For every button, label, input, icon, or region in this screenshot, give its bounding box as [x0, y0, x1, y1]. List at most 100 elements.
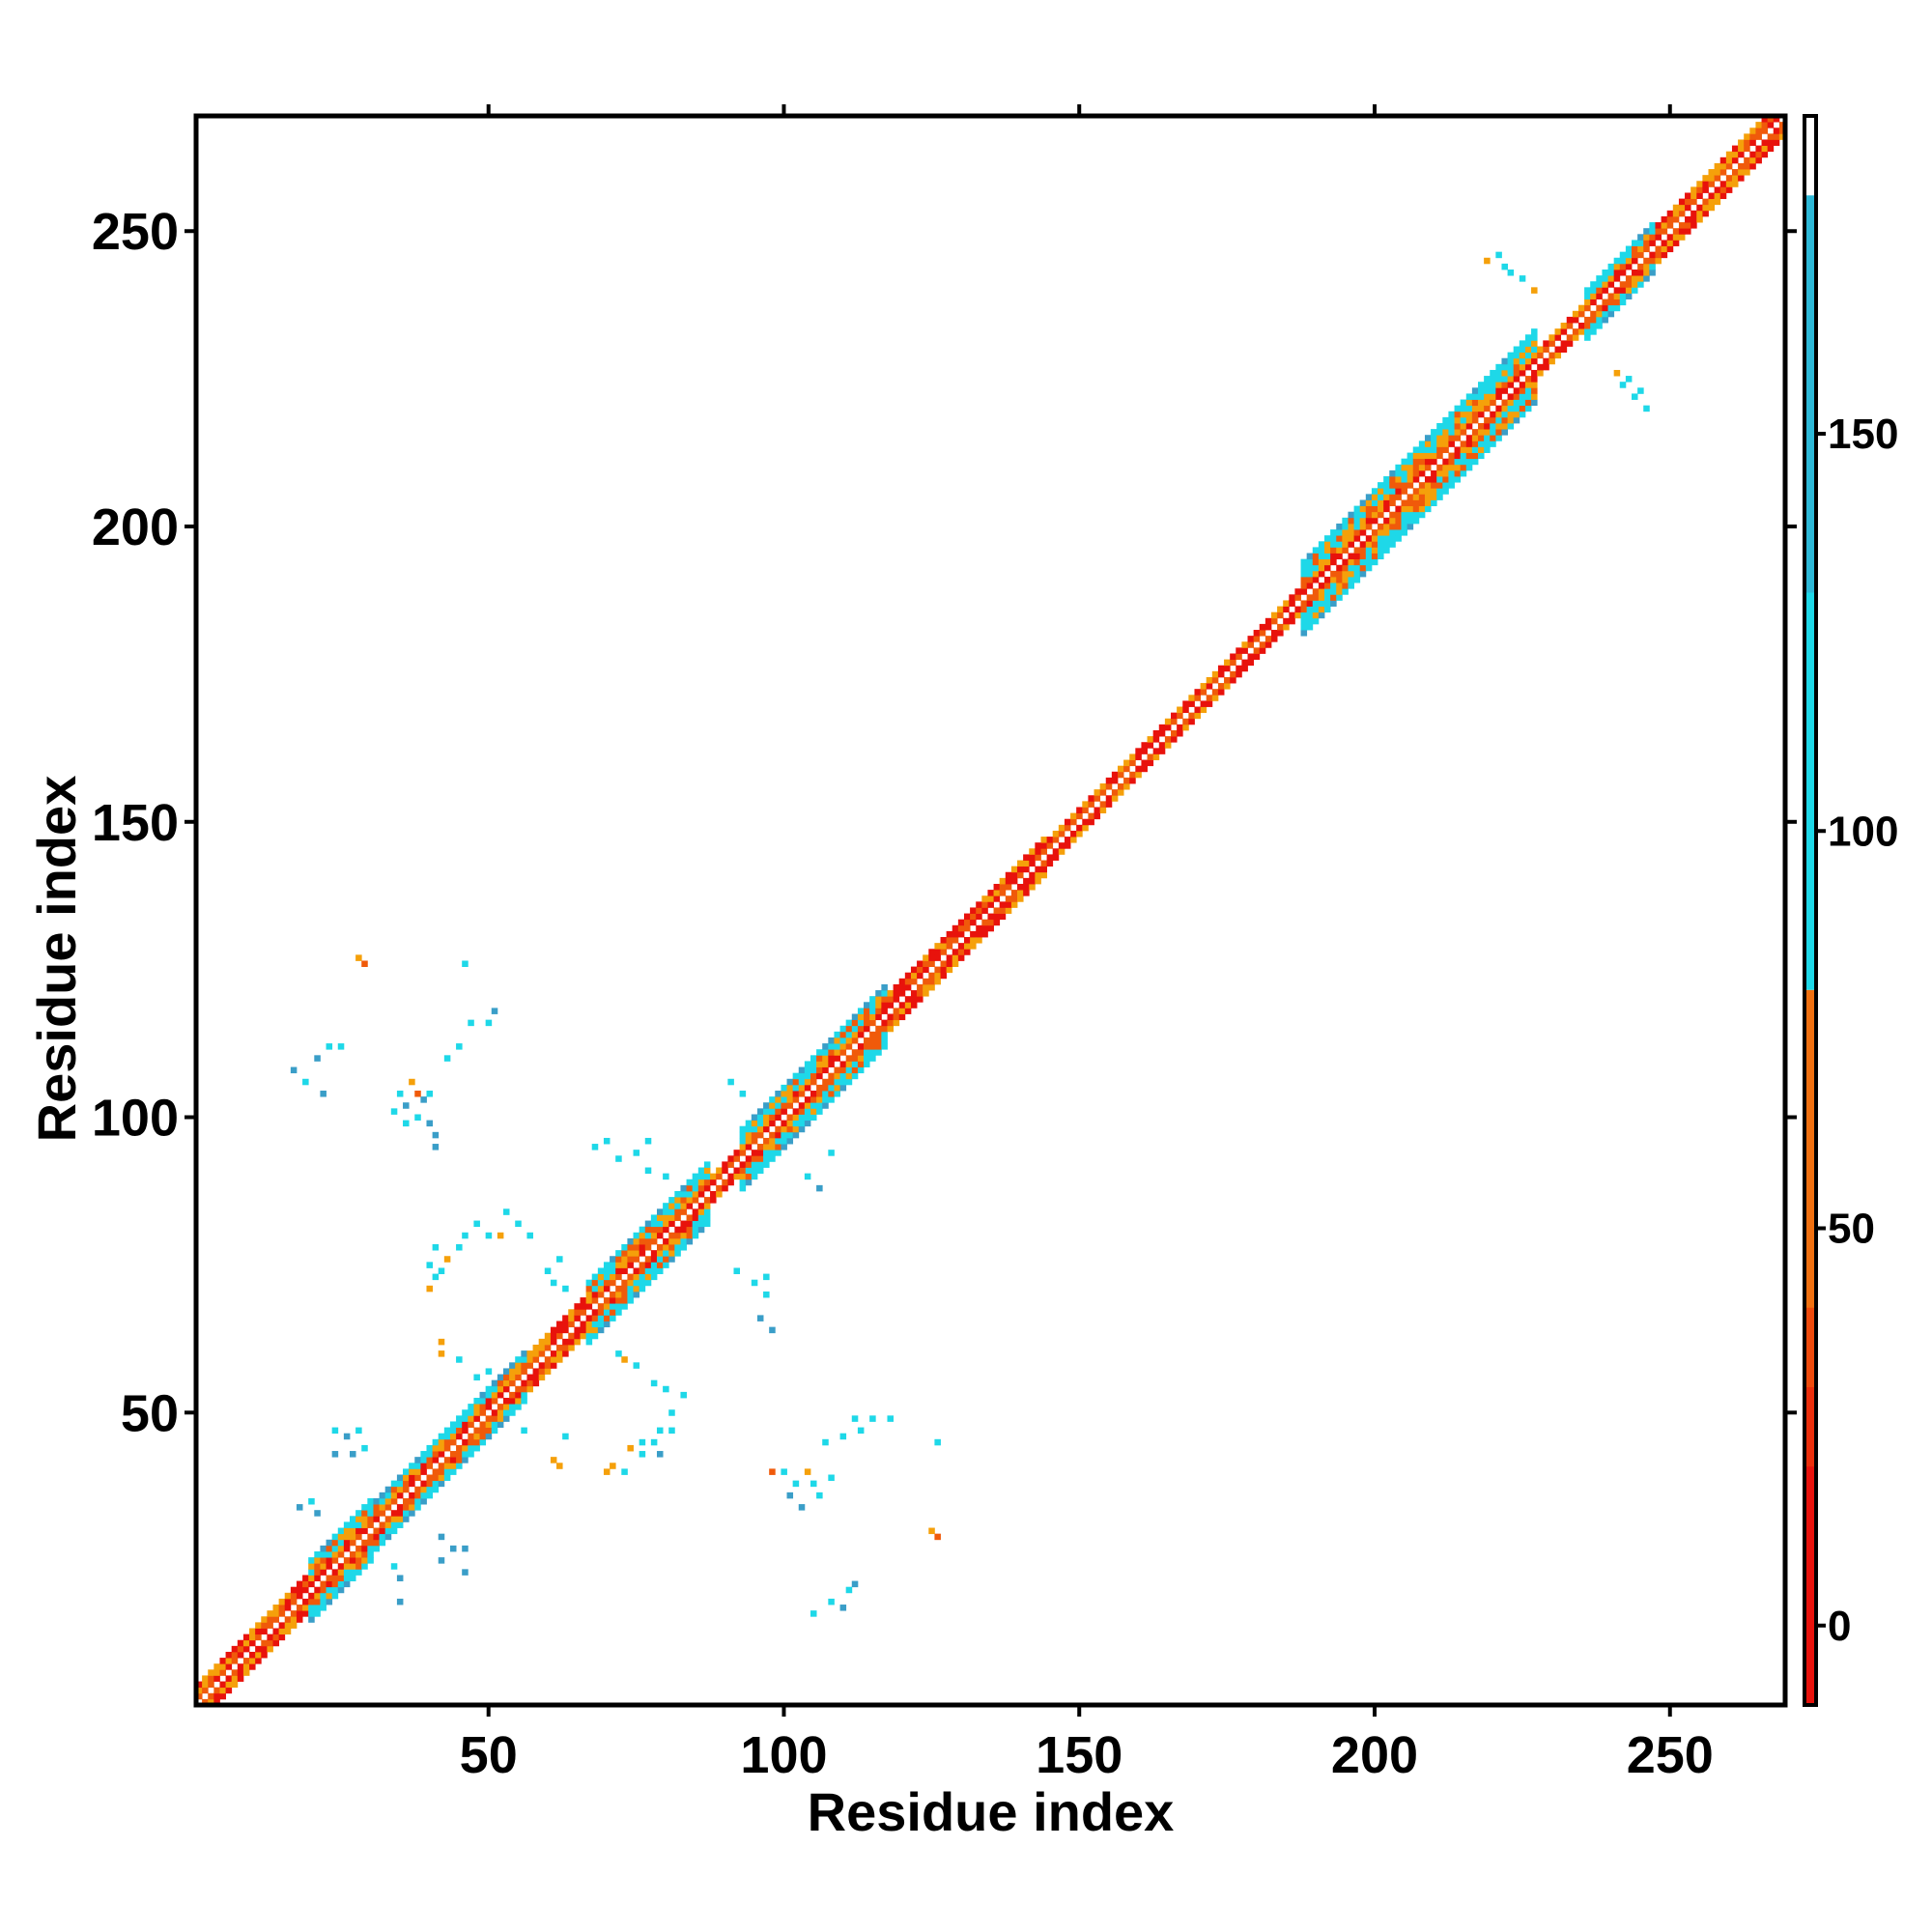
- heatmap-cell: [509, 1374, 516, 1381]
- heatmap-cell: [308, 1575, 315, 1581]
- heatmap-cell: [491, 1379, 498, 1387]
- heatmap-cell: [756, 1108, 764, 1115]
- heatmap-cell: [1164, 718, 1172, 725]
- heatmap-cell: [697, 1167, 705, 1175]
- heatmap-cell: [1324, 606, 1331, 613]
- heatmap-cell: [976, 901, 982, 908]
- heatmap-cell: [1524, 387, 1532, 394]
- heatmap-cell: [361, 1557, 368, 1564]
- heatmap-cell: [816, 1091, 823, 1097]
- heatmap-cell: [1336, 570, 1343, 578]
- heatmap-cell: [1371, 535, 1378, 542]
- heatmap-cell: [1194, 689, 1201, 696]
- heatmap-cell: [674, 1190, 681, 1198]
- heatmap-cell: [792, 1120, 800, 1127]
- heatmap-cell: [1619, 263, 1627, 270]
- heatmap-cell: [443, 1438, 451, 1446]
- x-tick-label: 150: [1036, 1726, 1122, 1784]
- heatmap-cell: [756, 1125, 764, 1133]
- heatmap-cell: [739, 1179, 747, 1186]
- heatmap-cell: [751, 1150, 758, 1156]
- heatmap-cell: [851, 1013, 859, 1021]
- heatmap-cell: [1431, 469, 1437, 477]
- heatmap-cell: [756, 1114, 764, 1121]
- heatmap-cell: [1484, 435, 1491, 441]
- heatmap-cell: [810, 1078, 817, 1086]
- heatmap-cell: [1637, 245, 1644, 253]
- heatmap-cell: [1590, 328, 1597, 335]
- heatmap-cell: [1395, 488, 1402, 495]
- heatmap-cell: [1685, 204, 1691, 212]
- heatmap-cell: [532, 1356, 540, 1363]
- heatmap-cell: [1270, 630, 1278, 637]
- heatmap-cell: [1371, 553, 1378, 560]
- heatmap-cell: [822, 1066, 829, 1074]
- heatmap-cell: [745, 1120, 753, 1127]
- heatmap-cell: [1324, 535, 1331, 542]
- heatmap-cell: [1318, 570, 1325, 578]
- heatmap-cell: [272, 1610, 280, 1617]
- heatmap-cell: [497, 1409, 504, 1416]
- heatmap-cell: [225, 1687, 233, 1694]
- heatmap-cell: [379, 1497, 386, 1505]
- heatmap-cell: [1171, 718, 1178, 725]
- heatmap-cell: [650, 1214, 658, 1221]
- heatmap-cell: [491, 1415, 498, 1422]
- heatmap-cell: [627, 1285, 634, 1293]
- heatmap-cell: [639, 1438, 646, 1446]
- heatmap-cell: [839, 1061, 847, 1067]
- heatmap-cell: [350, 1533, 356, 1541]
- y-tick-label: 200: [92, 498, 179, 556]
- heatmap-cell: [1389, 517, 1396, 525]
- x-tick-label: 50: [460, 1726, 518, 1784]
- heatmap-cell: [1348, 529, 1354, 536]
- heatmap-cell: [562, 1338, 569, 1346]
- heatmap-cell: [722, 1167, 728, 1175]
- heatmap-cell: [1035, 842, 1041, 849]
- heatmap-cell: [1460, 458, 1467, 466]
- heatmap-cell: [538, 1362, 546, 1369]
- heatmap-cell: [1035, 877, 1041, 885]
- heatmap-cell: [272, 1628, 280, 1635]
- heatmap-cell: [272, 1616, 280, 1623]
- heatmap-cell: [963, 913, 971, 921]
- heatmap-cell: [804, 1061, 811, 1067]
- heatmap-cell: [668, 1208, 675, 1215]
- heatmap-cell: [1211, 670, 1219, 678]
- heatmap-cell: [1543, 340, 1549, 347]
- heatmap-cell: [379, 1539, 386, 1547]
- heatmap-cell: [881, 1043, 888, 1050]
- heatmap-cell: [887, 1025, 894, 1033]
- heatmap-cell: [1531, 352, 1538, 359]
- heatmap-cell: [1312, 576, 1320, 583]
- heatmap-cell: [1259, 623, 1266, 631]
- heatmap-cell: [267, 1639, 273, 1647]
- heatmap-cell: [786, 1091, 794, 1097]
- heatmap-cell: [810, 1061, 817, 1067]
- heatmap-cell: [361, 1551, 368, 1558]
- heatmap-cell: [621, 1267, 628, 1274]
- heatmap-cell: [1513, 352, 1520, 359]
- heatmap-cell: [610, 1273, 616, 1281]
- heatmap-cell: [473, 1220, 480, 1228]
- heatmap-cell: [839, 1433, 847, 1440]
- heatmap-cell: [798, 1084, 806, 1092]
- heatmap-cell: [928, 954, 935, 961]
- heatmap-cell: [1436, 488, 1443, 495]
- heatmap-cell: [1029, 871, 1036, 879]
- heatmap-cell: [1471, 411, 1479, 418]
- heatmap-cell: [1685, 192, 1691, 200]
- heatmap-cell: [663, 1262, 669, 1268]
- heatmap-cell: [786, 1114, 794, 1121]
- heatmap-cell: [1702, 210, 1709, 217]
- heatmap-cell: [692, 1232, 699, 1239]
- heatmap-cell: [792, 1078, 800, 1086]
- heatmap-cell: [751, 1161, 758, 1168]
- colorbar-frame: [1803, 114, 1818, 1707]
- heatmap-cell: [680, 1203, 687, 1209]
- heatmap-cell: [627, 1279, 634, 1287]
- heatmap-cell: [550, 1279, 557, 1287]
- heatmap-cell: [798, 1120, 806, 1127]
- heatmap-cell: [1465, 435, 1473, 441]
- heatmap-cell: [237, 1639, 244, 1647]
